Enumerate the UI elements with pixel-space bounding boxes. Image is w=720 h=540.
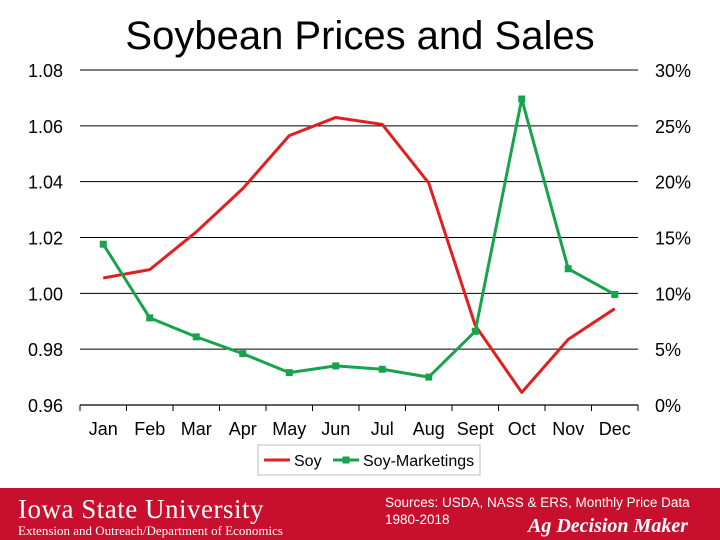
x-tick-label: Mar <box>181 419 212 439</box>
data-point-marker <box>332 362 340 370</box>
x-tick-label: Jan <box>89 419 118 439</box>
right-tick-label: 25% <box>655 117 691 137</box>
right-tick-label: 15% <box>655 229 691 249</box>
x-tick-label: Apr <box>229 419 257 439</box>
left-tick-label: 1.00 <box>28 284 63 304</box>
legend-label: Soy-Marketings <box>363 453 474 470</box>
data-point-marker <box>425 373 433 381</box>
right-tick-label: 0% <box>655 396 681 416</box>
x-tick-label: Jul <box>371 419 394 439</box>
x-tick-label: Aug <box>413 419 445 439</box>
left-tick-label: 0.98 <box>28 340 63 360</box>
department-text: Extension and Outreach/Department of Eco… <box>18 523 283 538</box>
brand-wordmark: Ag Decision Maker <box>528 515 688 537</box>
x-axis-ticks: Jan Feb Mar Apr May Jun Jul Aug Sept Oct Nov Dec <box>79 405 639 439</box>
data-point-marker <box>99 240 107 248</box>
data-point-marker <box>378 365 386 373</box>
right-tick-label: 20% <box>655 173 691 193</box>
data-point-marker <box>146 314 154 322</box>
data-point-marker <box>518 95 526 103</box>
x-tick-label: Feb <box>134 419 165 439</box>
isu-wordmark: Iowa State University <box>18 494 264 524</box>
left-tick-label: 1.08 <box>28 61 63 81</box>
legend: Soy Soy-Marketings <box>257 444 481 476</box>
x-tick-label: Jun <box>321 419 350 439</box>
legend-box <box>257 444 481 476</box>
x-tick-label: Sept <box>457 419 494 439</box>
left-tick-label: 1.04 <box>28 173 63 193</box>
right-tick-label: 10% <box>655 284 691 304</box>
data-point-marker <box>564 265 572 273</box>
left-axis-ticks: 0.96 0.98 1.00 1.02 1.04 1.06 1.08 <box>28 61 63 416</box>
x-tick-label: May <box>272 419 306 439</box>
line-chart: 0.96 0.98 1.00 1.02 1.04 1.06 1.08 0% 5% 10% 15% 2… <box>28 61 691 476</box>
data-point-marker <box>611 290 619 298</box>
series-group <box>99 95 619 394</box>
data-point-marker <box>239 350 247 358</box>
x-tick-label: Nov <box>552 419 584 439</box>
right-axis-ticks: 0% 5% 10% 15% 20% 25% 30% <box>655 61 691 416</box>
data-point-marker <box>471 327 479 335</box>
x-tick-label: Dec <box>599 419 631 439</box>
chart-title: Soybean Prices and Sales <box>125 14 595 58</box>
legend-marker <box>342 456 350 464</box>
left-tick-label: 1.06 <box>28 117 63 137</box>
footer-banner: Iowa State University Extension and Outr… <box>0 488 720 540</box>
right-tick-label: 30% <box>655 61 691 81</box>
series-line-soy <box>102 115 616 394</box>
left-tick-label: 0.96 <box>28 396 63 416</box>
right-tick-label: 5% <box>655 340 681 360</box>
left-tick-label: 1.02 <box>28 229 63 249</box>
data-point-marker <box>192 333 200 341</box>
legend-label: Soy <box>294 453 322 470</box>
x-tick-label: Oct <box>508 419 536 439</box>
sources-text: Sources: USDA, NASS & ERS, Monthly Price… <box>385 495 690 527</box>
data-point-marker <box>285 369 293 377</box>
series-line-soy-marketings <box>101 97 616 379</box>
